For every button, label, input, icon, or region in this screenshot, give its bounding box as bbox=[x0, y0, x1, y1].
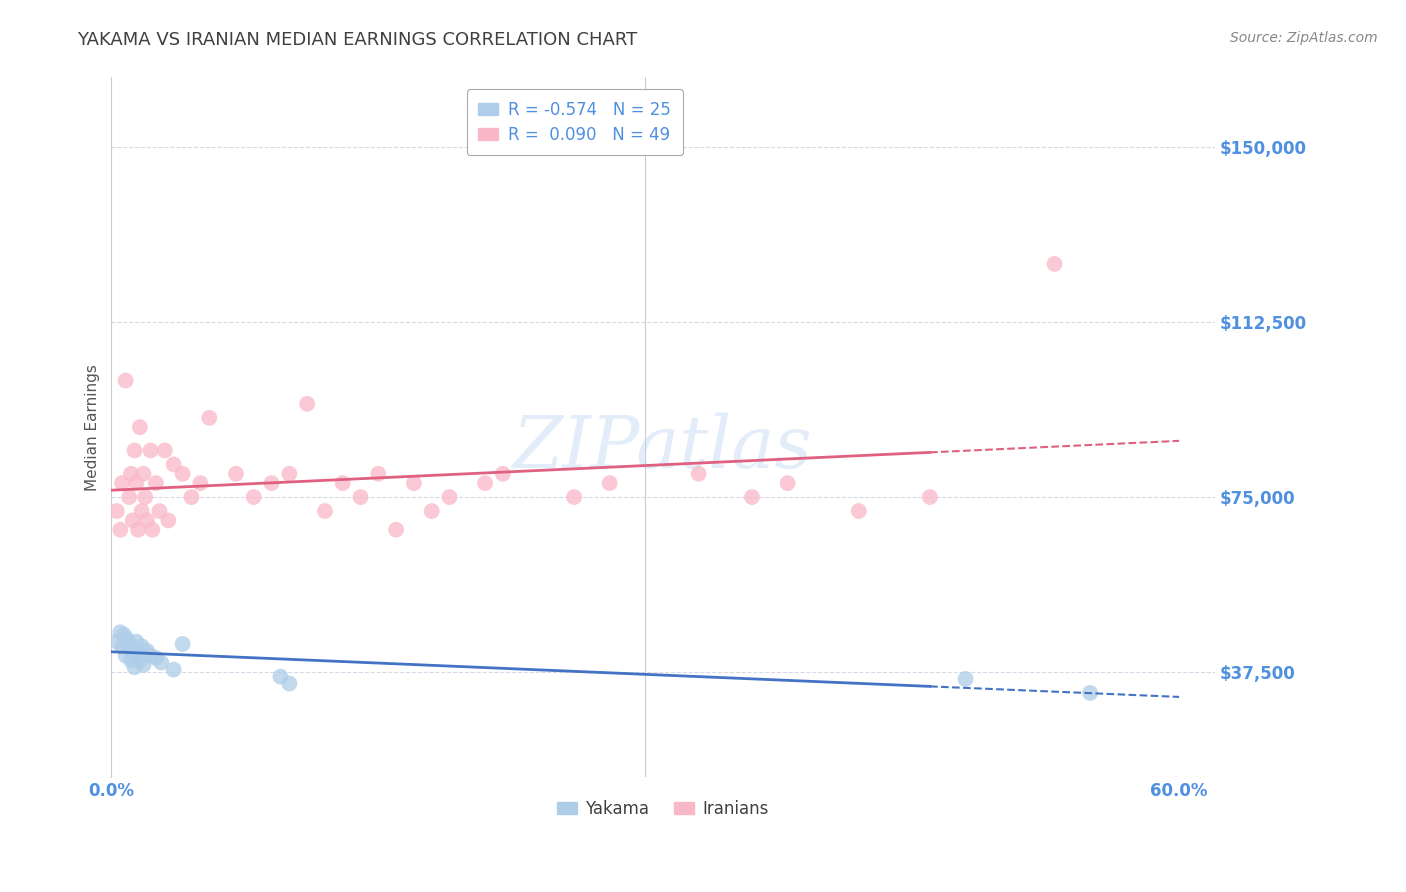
Point bbox=[132, 657, 155, 672]
Point bbox=[955, 672, 977, 686]
Point bbox=[136, 644, 159, 658]
Point bbox=[145, 651, 167, 665]
Point bbox=[111, 476, 134, 491]
Point bbox=[145, 476, 167, 491]
Point bbox=[132, 467, 155, 481]
Point bbox=[127, 646, 149, 660]
Point bbox=[741, 490, 763, 504]
Point bbox=[180, 490, 202, 504]
Point bbox=[128, 653, 150, 667]
Y-axis label: Median Earnings: Median Earnings bbox=[86, 364, 100, 491]
Point bbox=[139, 648, 162, 663]
Point bbox=[172, 467, 194, 481]
Point bbox=[295, 397, 318, 411]
Text: YAKAMA VS IRANIAN MEDIAN EARNINGS CORRELATION CHART: YAKAMA VS IRANIAN MEDIAN EARNINGS CORREL… bbox=[77, 31, 637, 49]
Point bbox=[141, 523, 163, 537]
Point bbox=[125, 476, 148, 491]
Point bbox=[114, 374, 136, 388]
Point bbox=[121, 644, 143, 658]
Point bbox=[153, 443, 176, 458]
Point bbox=[124, 443, 146, 458]
Point bbox=[150, 656, 173, 670]
Point bbox=[402, 476, 425, 491]
Point bbox=[121, 513, 143, 527]
Point bbox=[124, 660, 146, 674]
Point bbox=[349, 490, 371, 504]
Point bbox=[190, 476, 212, 491]
Point bbox=[128, 420, 150, 434]
Point bbox=[1043, 257, 1066, 271]
Text: Source: ZipAtlas.com: Source: ZipAtlas.com bbox=[1230, 31, 1378, 45]
Point bbox=[134, 490, 156, 504]
Point bbox=[125, 634, 148, 648]
Point bbox=[118, 490, 141, 504]
Point bbox=[599, 476, 621, 491]
Point bbox=[139, 443, 162, 458]
Point bbox=[1078, 686, 1101, 700]
Point bbox=[118, 637, 141, 651]
Point bbox=[420, 504, 443, 518]
Legend: Yakama, Iranians: Yakama, Iranians bbox=[550, 793, 776, 824]
Point bbox=[112, 627, 135, 641]
Point bbox=[105, 634, 128, 648]
Point bbox=[127, 523, 149, 537]
Point bbox=[439, 490, 461, 504]
Point bbox=[278, 467, 301, 481]
Point bbox=[163, 663, 186, 677]
Point bbox=[105, 504, 128, 518]
Point bbox=[131, 504, 153, 518]
Point bbox=[242, 490, 264, 504]
Point bbox=[562, 490, 585, 504]
Point bbox=[117, 632, 139, 647]
Point bbox=[385, 523, 408, 537]
Point bbox=[474, 476, 496, 491]
Point bbox=[367, 467, 389, 481]
Point bbox=[776, 476, 799, 491]
Point bbox=[492, 467, 515, 481]
Point bbox=[225, 467, 247, 481]
Point bbox=[688, 467, 710, 481]
Point bbox=[918, 490, 941, 504]
Point bbox=[114, 648, 136, 663]
Point bbox=[157, 513, 180, 527]
Point bbox=[848, 504, 870, 518]
Point bbox=[314, 504, 336, 518]
Text: ZIPatlas: ZIPatlas bbox=[513, 413, 813, 483]
Point bbox=[131, 640, 153, 654]
Point bbox=[172, 637, 194, 651]
Point bbox=[278, 676, 301, 690]
Point bbox=[198, 410, 221, 425]
Point bbox=[136, 513, 159, 527]
Point bbox=[111, 640, 134, 654]
Point bbox=[163, 458, 186, 472]
Point bbox=[110, 523, 132, 537]
Point bbox=[120, 653, 142, 667]
Point bbox=[148, 504, 170, 518]
Point bbox=[120, 467, 142, 481]
Point bbox=[110, 625, 132, 640]
Point bbox=[269, 670, 291, 684]
Point bbox=[332, 476, 354, 491]
Point bbox=[260, 476, 283, 491]
